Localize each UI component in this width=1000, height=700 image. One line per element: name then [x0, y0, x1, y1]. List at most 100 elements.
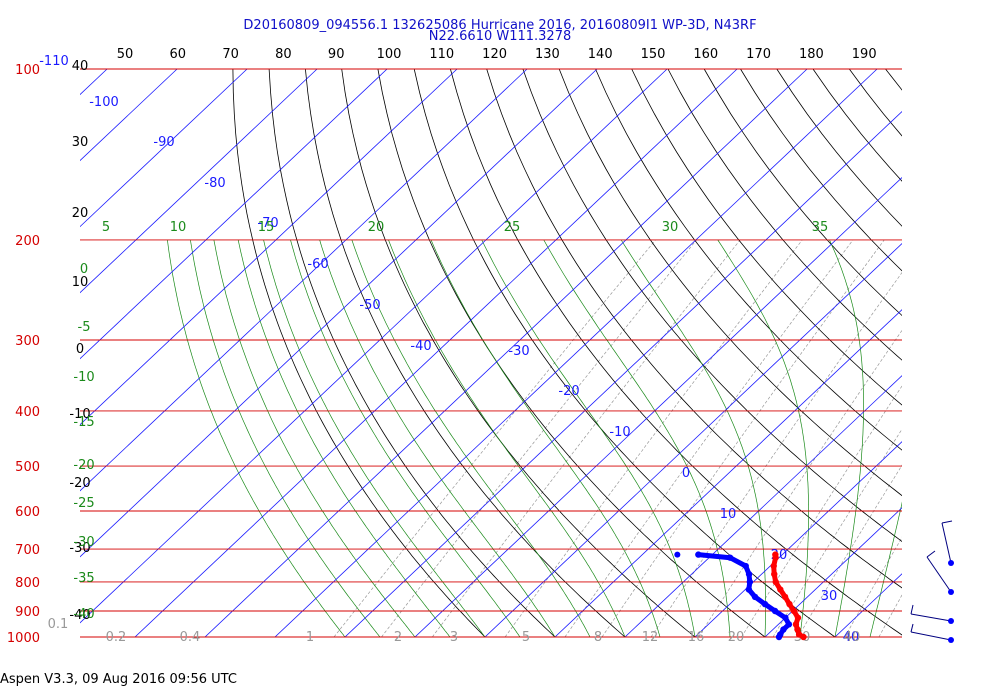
moist-adiabat-0: [388, 239, 626, 638]
isotherm--20: [484, 243, 902, 638]
left-temp-label: -10: [69, 407, 90, 422]
dry-adiabat-label: 120: [482, 47, 507, 62]
isotherm-label: -60: [307, 257, 328, 272]
plot-area: [80, 68, 1000, 638]
dry-adiabat-label: 160: [693, 47, 718, 62]
mixing-ratio-line-15: [963, 240, 1000, 637]
moist-adiabat-left-label: -35: [73, 571, 94, 586]
moist-adiabat-25: [717, 239, 809, 638]
pressure-label: 400: [15, 405, 40, 420]
temperature-point: [770, 562, 777, 570]
wind-barb-flag: [910, 623, 914, 633]
wind-barb-flag: [910, 604, 914, 615]
isotherm--110: [80, 68, 458, 426]
temperature-point: [781, 593, 789, 601]
mixing-ratio-label: 2: [394, 630, 402, 645]
dry-adiabat-150: [848, 68, 902, 137]
dry-adiabat-label: 180: [799, 47, 824, 62]
wind-barb-shaft: [910, 631, 952, 641]
isotherm-label: -50: [359, 298, 380, 313]
moist-adiabat-30: [829, 239, 864, 638]
dry-adiabat-20: [377, 68, 766, 638]
left-temp-label: 0: [76, 342, 84, 357]
dry-adiabat-50: [486, 68, 902, 589]
left-temp-label: 10: [72, 275, 89, 290]
moist-adiabat-left-label: -5: [78, 320, 91, 335]
isotherm-label: 0: [682, 466, 690, 481]
pressure-label: 1000: [7, 631, 40, 646]
left-temp-label: 20: [72, 206, 89, 221]
wind-barb-station: [948, 560, 954, 566]
dry-adiabat-30: [413, 68, 836, 638]
isotherm--80: [80, 68, 668, 624]
wind-barb-shaft: [926, 556, 952, 593]
title-line-1: D20160809_094556.1 132625086 Hurricane 2…: [243, 18, 756, 33]
pressure-label: 800: [15, 576, 40, 591]
dry-adiabat-180: [958, 69, 1000, 637]
pressure-label: 300: [15, 334, 40, 349]
isotherm-label: -40: [410, 339, 431, 354]
mixing-ratio-line-4: [564, 239, 854, 638]
mixing-ratio-line-16: [991, 240, 1000, 637]
moist-adiabat--10: [319, 239, 556, 638]
isotherm--120: [80, 68, 388, 360]
dewpoint-top-point: [674, 551, 681, 558]
moist-adiabat-15: [543, 239, 731, 638]
isotherm--130: [80, 68, 318, 294]
dewpoint-point: [751, 593, 759, 601]
temperature-point: [792, 621, 800, 628]
pressure-label: 200: [15, 234, 40, 249]
moist-adiabat--30: [213, 239, 416, 638]
dewpoint-point: [782, 614, 789, 621]
dry-adiabat--10: [268, 68, 556, 638]
mixing-ratio-line-9: [772, 428, 902, 638]
isotherm-label: -90: [153, 135, 174, 150]
temperature-point: [794, 626, 801, 633]
isotherm--90: [80, 68, 598, 558]
dewpoint-point: [745, 570, 753, 578]
dewpoint-point: [785, 621, 793, 628]
temperature-point: [786, 600, 793, 608]
wind-barb-station: [948, 618, 954, 624]
dry-adiabat-label: 130: [535, 47, 560, 62]
dry-adiabat-110: [703, 68, 902, 317]
isotherm-30: [834, 573, 902, 638]
mixing-ratio-label: 12: [642, 630, 659, 645]
temperature-point: [772, 551, 779, 558]
pressure-label: 600: [15, 505, 40, 520]
dewpoint-point: [695, 551, 702, 558]
mixing-ratio-label: 1: [306, 630, 314, 645]
wind-barb-shaft: [941, 522, 952, 564]
mixing-ratio-line-13: [906, 240, 1000, 637]
dry-adiabat-0: [305, 68, 626, 638]
moist-adiabat--40: [167, 239, 346, 638]
isotherm-label: -30: [508, 344, 529, 359]
temperature-point: [772, 578, 779, 586]
isotherm--50: [274, 68, 878, 638]
isotherm--140: [80, 68, 248, 228]
left-temp-label: -40: [69, 608, 90, 623]
isotherm-10: [694, 441, 902, 638]
isotherm--40: [344, 110, 902, 638]
moist-adiabat-left-label: -20: [73, 458, 94, 473]
wind-barb-station: [948, 637, 954, 643]
mixing-ratio-line-14: [928, 240, 1000, 637]
mixing-ratio-label: 40: [844, 630, 861, 645]
left-temp-label: -20: [69, 476, 90, 491]
isotherm-40: [905, 69, 1000, 637]
dewpoint-point: [780, 626, 787, 633]
left-temp-label: 30: [72, 135, 89, 150]
wind-barb-station: [948, 589, 954, 595]
moist-adiabat-40: [905, 240, 1000, 637]
temperature-point: [771, 570, 778, 578]
moist-adiabat-top-label: 25: [504, 220, 521, 235]
isotherm-50: [975, 69, 1000, 637]
moist-adiabat--35: [190, 239, 381, 638]
dry-adiabat--20: [232, 68, 486, 638]
dewpoint-point: [726, 554, 734, 561]
mixing-ratio-line-11: [844, 536, 902, 638]
dry-adiabat-130: [776, 68, 902, 227]
isotherm-label: 30: [821, 589, 838, 604]
mixing-ratio-label: 16: [688, 630, 705, 645]
isotherm--70: [134, 68, 738, 638]
